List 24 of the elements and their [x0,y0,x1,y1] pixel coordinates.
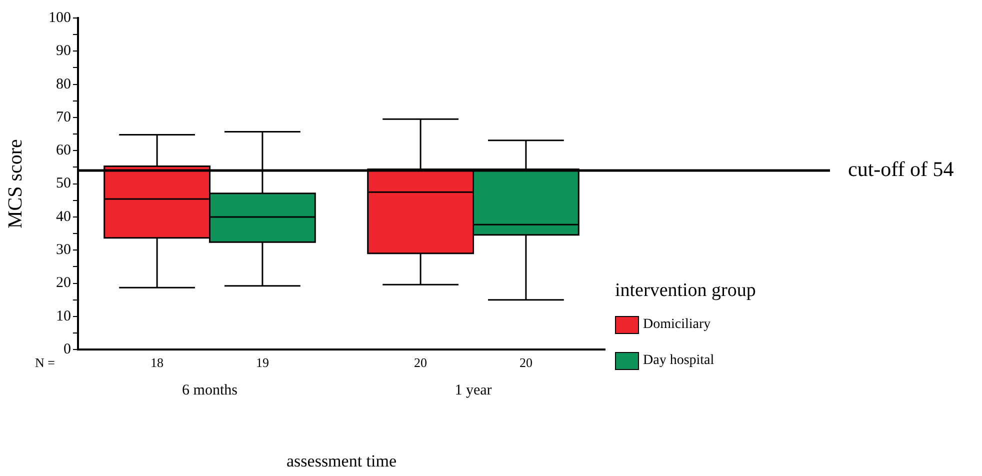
y-tick-label: 70 [56,109,71,126]
text: 19 [256,355,269,370]
legend-label: Day hospital [643,353,714,369]
y-tick-label: 40 [56,208,71,225]
legend-label: Domiciliary [643,317,711,333]
y-tick-label: 30 [56,242,71,258]
x-tick-label: 6 months [182,382,238,399]
y-axis-title: MCS score [4,138,26,229]
text: N = [35,355,55,370]
y-tick-label: 0 [64,342,71,358]
text: 20 [519,355,532,370]
text: 18 [150,355,164,370]
y-tick-label: 20 [56,275,71,292]
x-axis-title: assessment time [286,451,397,470]
y-tick-label: 100 [48,10,71,26]
ref-line-label: cut-off of 54 [848,157,954,182]
y-tick-label: 50 [56,176,71,192]
legend-title: intervention group [615,280,756,302]
text: 20 [414,355,428,370]
y-tick-label: 60 [56,142,71,159]
y-tick-label: 90 [56,43,71,60]
y-tick-label: 10 [56,308,71,324]
x-tick-label: 1 year [454,382,492,399]
y-tick-label: 80 [56,76,71,92]
